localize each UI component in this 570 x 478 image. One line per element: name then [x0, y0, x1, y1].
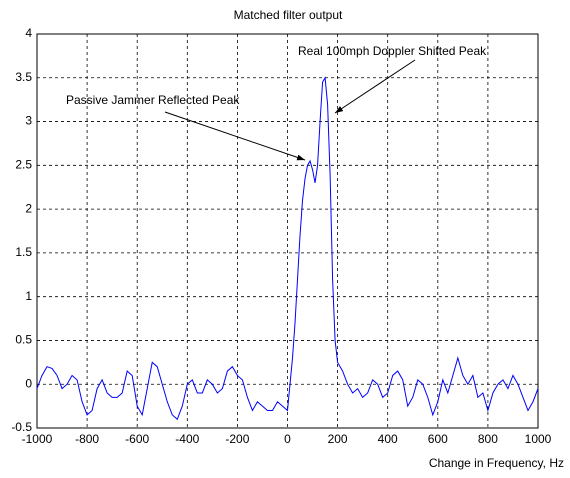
- plot-area: [36, 33, 539, 429]
- y-tick-label: 4: [25, 26, 32, 40]
- x-axis-label: Change in Frequency, Hz: [429, 456, 564, 470]
- data-line: [36, 76, 539, 421]
- x-tick-label: -200: [225, 432, 249, 446]
- y-tick-label: 2: [25, 201, 32, 215]
- x-tick-label: -400: [175, 432, 199, 446]
- annotation-arrow: [334, 59, 416, 114]
- x-tick-label: 0: [284, 432, 291, 446]
- y-tick-label: 2.5: [15, 158, 32, 172]
- annotation-arrow: [164, 111, 306, 161]
- y-tick-label: 3: [25, 114, 32, 128]
- annotation: Passive Jammer Reflected Peak: [66, 93, 240, 107]
- x-tick-label: 800: [478, 432, 498, 446]
- x-tick-label: 400: [378, 432, 398, 446]
- x-tick-label: -600: [125, 432, 149, 446]
- y-tick-label: 3.5: [15, 70, 32, 84]
- annotation: Real 100mph Doppler Shifted Peak: [298, 44, 487, 58]
- x-tick-label: 1000: [525, 432, 552, 446]
- chart-title: Matched filter output: [234, 8, 343, 22]
- x-tick-label: -800: [75, 432, 99, 446]
- y-tick-label: 0: [25, 376, 32, 390]
- y-tick-label: -0.5: [11, 420, 32, 434]
- x-tick-label: 200: [328, 432, 348, 446]
- x-tick-label: -1000: [22, 432, 53, 446]
- y-tick-label: 0.5: [15, 333, 32, 347]
- y-tick-label: 1.5: [15, 245, 32, 259]
- y-tick-label: 1: [25, 289, 32, 303]
- x-tick-label: 600: [428, 432, 448, 446]
